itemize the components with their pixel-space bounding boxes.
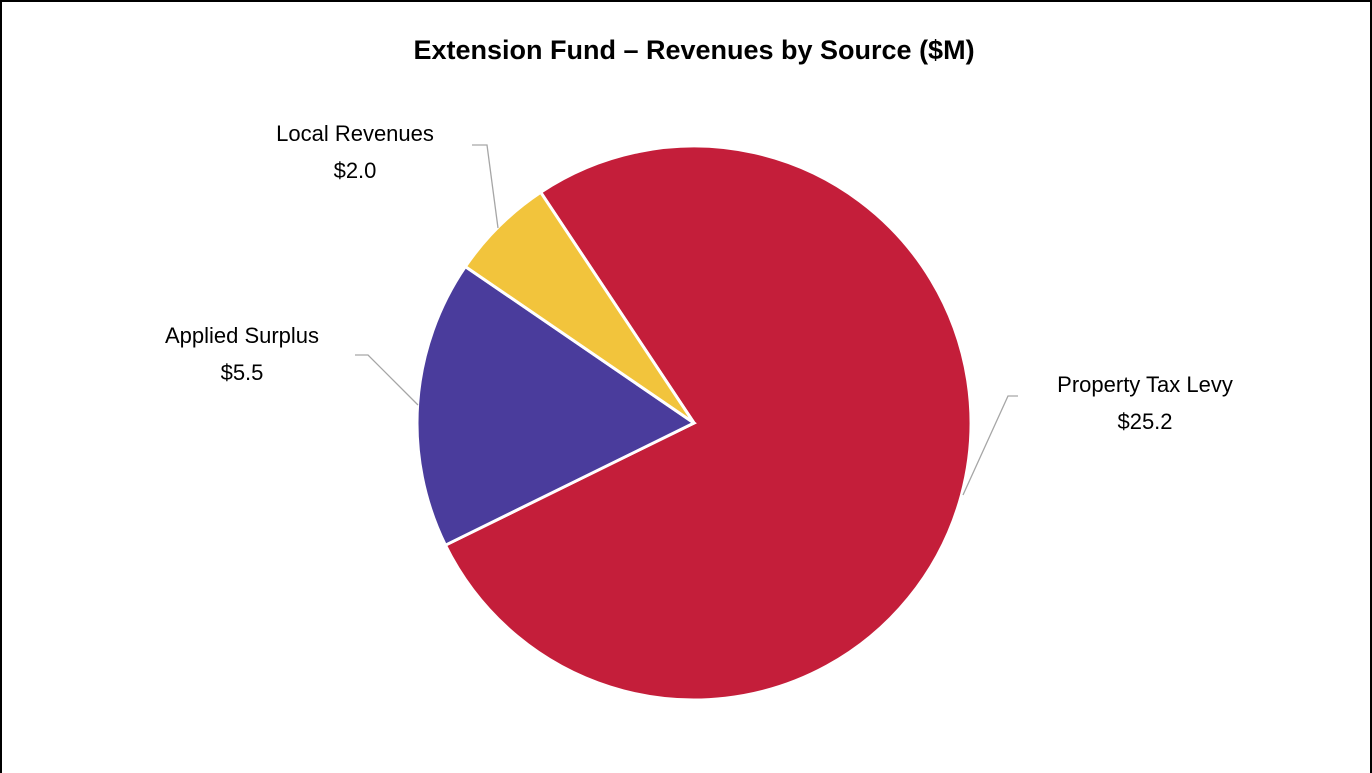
slice-label: Property Tax Levy xyxy=(1057,372,1233,397)
slice-value-label: $2.0 xyxy=(334,158,377,183)
pie-slice xyxy=(463,190,696,425)
leader-line xyxy=(962,395,1018,496)
pie-slice xyxy=(443,144,973,702)
pie-slice xyxy=(415,264,697,548)
slice-value-label: $5.5 xyxy=(221,360,264,385)
leader-line xyxy=(472,144,499,229)
chart-title: Extension Fund – Revenues by Source ($M) xyxy=(413,35,974,65)
slice-label: Local Revenues xyxy=(276,121,434,146)
slice-value-label: $25.2 xyxy=(1117,409,1172,434)
slice-label: Applied Surplus xyxy=(165,323,319,348)
leader-line xyxy=(355,354,419,406)
